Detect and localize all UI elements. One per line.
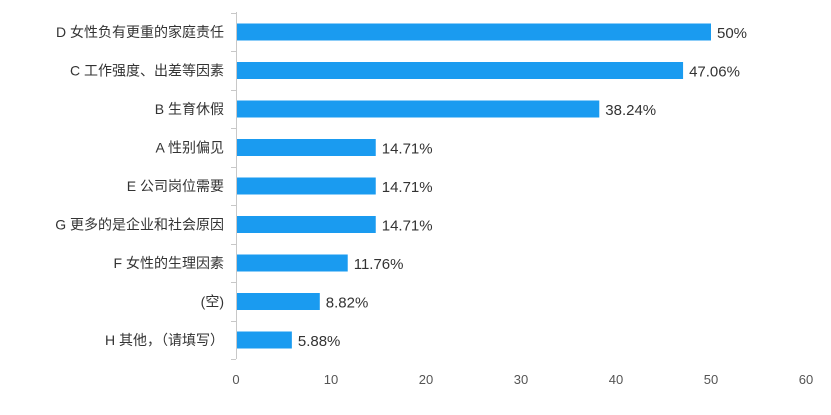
bar [237,254,348,272]
data-label: 5.88% [298,333,341,350]
data-label: 14.71% [382,218,433,235]
category-label: F 女性的生理因素 [114,255,224,271]
x-tick-label: 60 [799,372,813,387]
bar [237,100,600,118]
x-tick-label: 50 [704,372,718,387]
data-label: 50% [717,25,747,42]
category-label: H 其他，（请填写） [105,332,224,348]
category-label: D 女性负有更重的家庭责任 [56,24,224,40]
x-tick-label: 0 [232,372,239,387]
value-labels: 50% 47.06% 38.24% 14.71% 14.71% 14.71% 11.76% 8… [298,25,747,350]
x-tick-label: 20 [419,372,433,387]
category-label: E 公司岗位需要 [127,178,224,194]
bar [237,216,376,233]
bar-series [237,23,711,349]
bar [237,293,320,310]
x-tick-label: 40 [609,372,623,387]
data-label: 14.71% [382,141,433,158]
chart-axes [231,12,237,360]
category-label: B 生育休假 [155,101,224,117]
category-label: G 更多的是企业和社会原因 [55,217,224,233]
data-label: 14.71% [382,179,433,196]
category-label: (空) [201,294,224,310]
data-label: 47.06% [689,64,740,81]
bar [237,23,711,41]
category-label: A 性别偏见 [156,140,224,156]
x-tick-label: 30 [514,372,528,387]
bar [237,139,376,156]
category-labels: D 女性负有更重的家庭责任 C 工作强度、出差等因素 B 生育休假 A 性别偏见 E 公… [55,24,224,348]
bar [237,177,376,195]
data-label: 8.82% [326,295,369,312]
category-label: C 工作强度、出差等因素 [70,63,224,79]
x-axis-ticks: 0 10 20 30 40 50 60 [232,372,813,387]
bar [237,331,292,349]
x-tick-label: 10 [324,372,338,387]
data-label: 11.76% [354,256,404,273]
data-label: 38.24% [605,102,656,119]
bar [237,62,684,79]
